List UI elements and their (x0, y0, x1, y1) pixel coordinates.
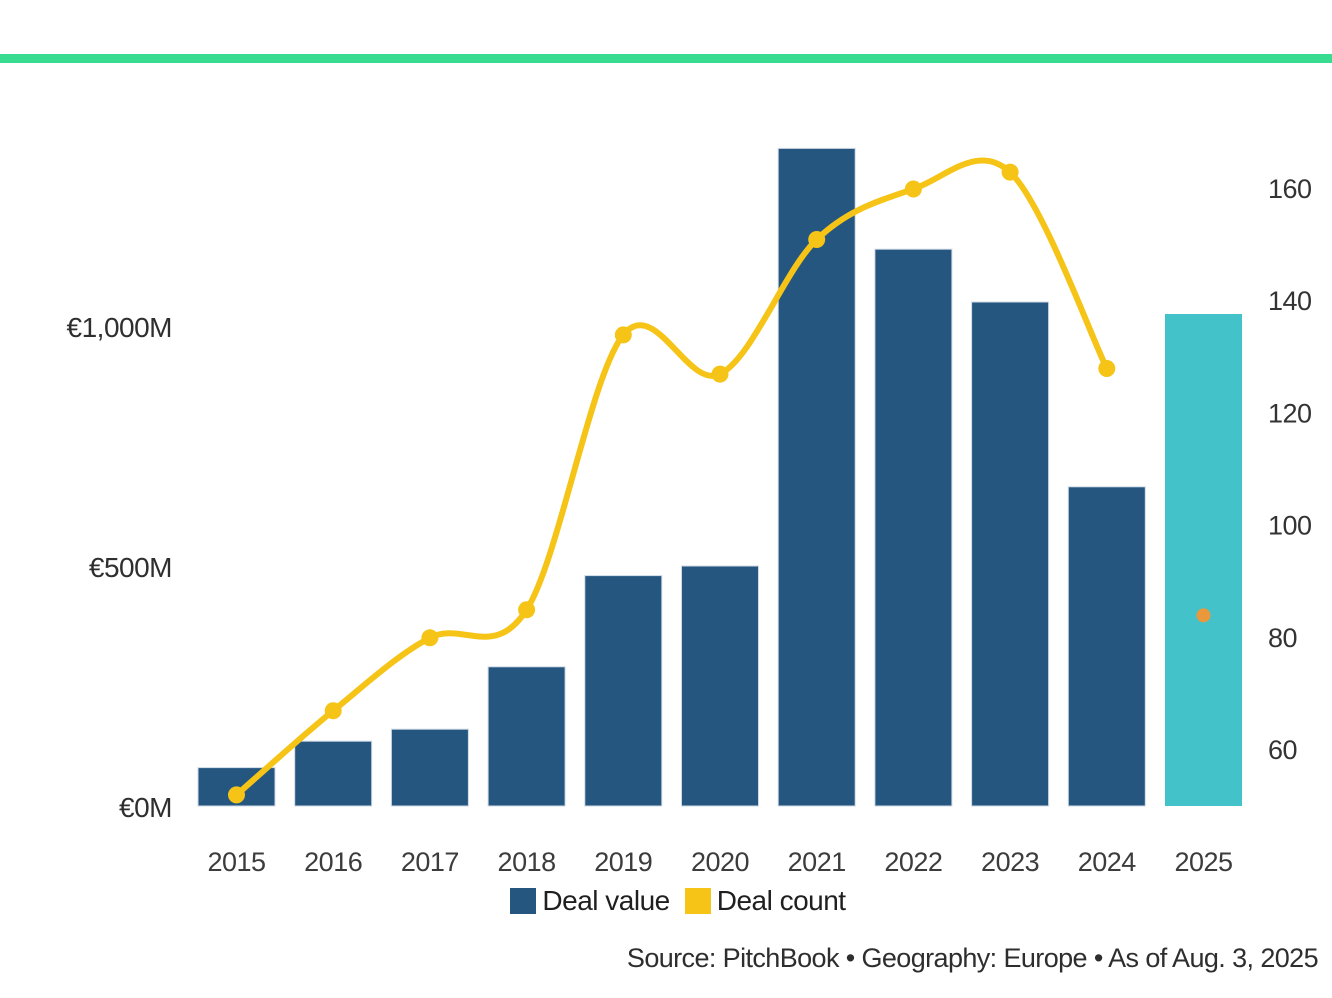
x-label-2019: 2019 (594, 847, 652, 877)
bar-2017 (390, 728, 469, 807)
deal-count-swatch-icon (684, 888, 711, 914)
legend-item-deal-value: Deal value (510, 885, 670, 917)
deal-value-swatch-icon (510, 888, 537, 914)
deal-count-point-2016 (324, 702, 342, 720)
x-label-2017: 2017 (401, 847, 459, 877)
right-axis-tick-60: 60 (1268, 735, 1297, 765)
right-axis-tick-160: 160 (1268, 174, 1312, 204)
deal-count-point-2023 (1001, 163, 1019, 181)
bar-2024 (1067, 486, 1146, 807)
deal-count-point-2017 (421, 629, 439, 647)
x-label-2022: 2022 (884, 847, 942, 877)
bar-2018 (487, 666, 566, 807)
deal-count-point-2020 (711, 365, 729, 383)
x-label-2016: 2016 (304, 847, 362, 877)
x-label-2021: 2021 (788, 847, 846, 877)
right-axis-tick-80: 80 (1268, 623, 1297, 653)
deal-count-point-2019 (614, 326, 632, 344)
left-axis-tick-0: €0M (119, 792, 172, 823)
right-axis-tick-100: 100 (1268, 511, 1312, 541)
left-axis-tick-500: €500M (89, 552, 172, 583)
deal-count-line (233, 157, 1110, 798)
x-label-2023: 2023 (981, 847, 1039, 877)
deal-count-point-2024 (1098, 360, 1116, 378)
deal-count-point-2021 (808, 230, 826, 248)
right-axis-tick-140: 140 (1268, 286, 1312, 316)
bar-2025 (1165, 314, 1242, 806)
bar-2019 (584, 575, 663, 807)
source-attribution: Source: PitchBook • Geography: Europe • … (626, 943, 1319, 973)
x-label-2015: 2015 (207, 847, 265, 877)
legend-item-deal-count: Deal count (684, 885, 846, 917)
bar-2023 (971, 301, 1050, 807)
right-axis-tick-120: 120 (1268, 398, 1312, 428)
bar-2022 (874, 248, 953, 807)
x-label-2018: 2018 (498, 847, 556, 877)
bar-2020 (681, 565, 759, 807)
legend-label-deal-value: Deal value (542, 885, 670, 916)
x-label-2020: 2020 (691, 847, 749, 877)
deal-count-point-2018 (518, 601, 536, 619)
deal-count-point-2015 (228, 786, 245, 804)
bar-2016 (294, 740, 373, 807)
bar-2021 (777, 147, 856, 807)
x-label-2025: 2025 (1174, 847, 1232, 877)
x-label-2024: 2024 (1078, 847, 1137, 877)
deal-count-point-2022 (904, 180, 922, 198)
legend-label-deal-count: Deal count (716, 885, 846, 916)
top-accent-bar (0, 54, 1332, 63)
left-axis-tick-1000: €1,000M (67, 312, 172, 343)
deal-count-point-2025 (1196, 608, 1211, 623)
chart-legend: Deal value Deal count (24, 884, 1332, 918)
